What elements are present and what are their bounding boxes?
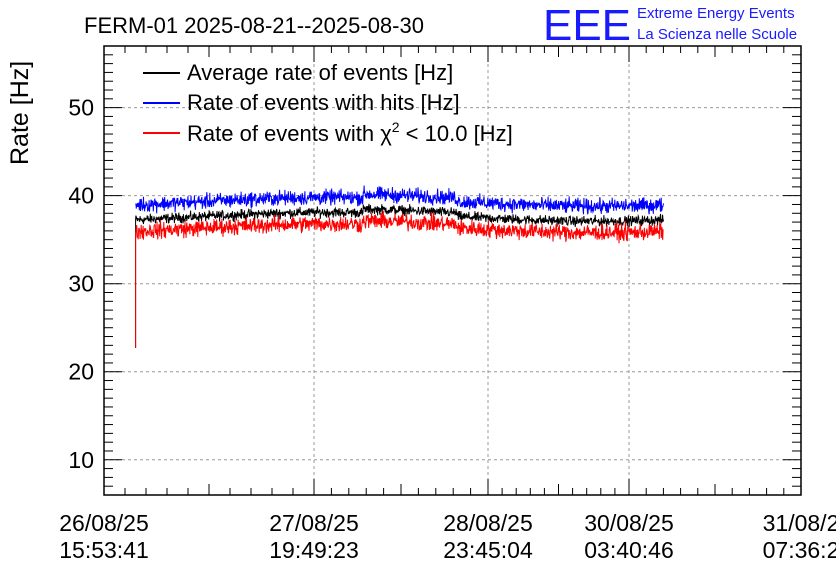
- logo-eee: EEE: [543, 1, 631, 50]
- logo-line2: La Scienza nelle Scuole: [637, 26, 797, 43]
- series-rate-chi2: [135, 210, 664, 348]
- series-layer: [135, 185, 664, 348]
- y-tick-label: 10: [68, 447, 94, 473]
- legend-label-hits: Rate of events with hits [Hz]: [187, 90, 460, 115]
- chart-title: FERM-01 2025-08-21--2025-08-30: [84, 13, 424, 38]
- x-tick-date: 30/08/25: [584, 510, 674, 536]
- legend-chi-suffix: < 10.0 [Hz]: [400, 121, 513, 146]
- y-tick-label: 40: [68, 183, 94, 209]
- legend-label-avg: Average rate of events [Hz]: [187, 60, 453, 85]
- y-axis-label: Rate [Hz]: [6, 61, 34, 165]
- legend-chi-sup: 2: [392, 119, 400, 135]
- x-tick-date: 31/08/2: [763, 510, 836, 536]
- legend: Average rate of events [Hz] Rate of even…: [143, 60, 513, 146]
- axis-frame: [103, 45, 802, 496]
- plot-frame: [103, 45, 802, 496]
- series-average-rate: [135, 203, 664, 348]
- x-tick-date: 28/08/25: [443, 510, 533, 536]
- y-tick-label: 20: [68, 359, 94, 385]
- y-tick-label: 50: [68, 95, 94, 121]
- logo-line1: Extreme Energy Events: [637, 5, 795, 22]
- y-tick-labels: 10 20 30 40 50: [68, 95, 94, 473]
- x-tick-date: 26/08/25: [59, 510, 149, 536]
- legend-label-chi: Rate of events with χ2 < 10.0 [Hz]: [187, 119, 513, 146]
- x-tick-time: 03:40:46: [584, 537, 674, 563]
- y-tick-label: 30: [68, 271, 94, 297]
- x-tick-time: 07:36:2: [763, 537, 836, 563]
- x-tick-time: 15:53:41: [59, 537, 149, 563]
- eee-logo: EEE Extreme Energy Events La Scienza nel…: [543, 1, 797, 50]
- x-tick-time: 19:49:23: [269, 537, 359, 563]
- x-tick-time: 23:45:04: [443, 537, 533, 563]
- legend-chi-prefix: Rate of events with χ: [187, 121, 392, 146]
- x-tick-date: 27/08/25: [269, 510, 359, 536]
- series-rate-with-hits: [135, 185, 664, 215]
